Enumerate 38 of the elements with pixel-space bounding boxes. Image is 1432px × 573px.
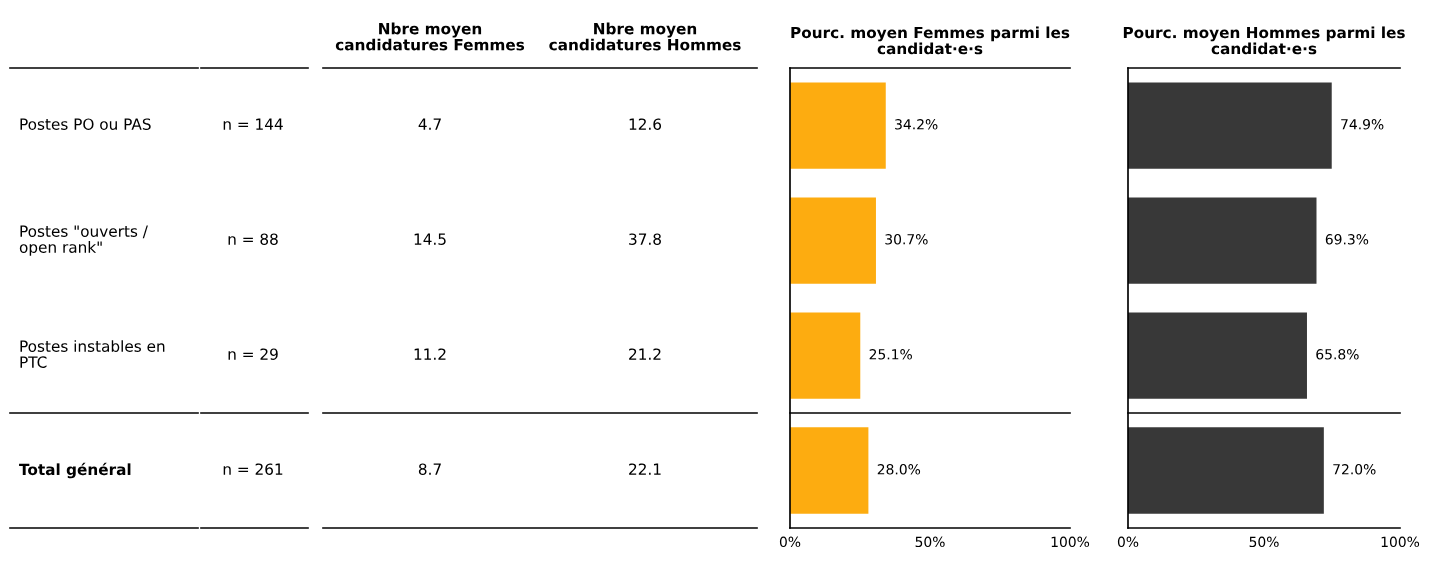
data-label: 65.8% <box>1316 349 1359 360</box>
x-tick-label: 0% <box>1117 536 1139 548</box>
x-tick-label: 100% <box>1381 536 1420 548</box>
text: 11.2 <box>414 348 446 360</box>
data-label: 25.1% <box>869 349 912 360</box>
x-tick-label: 50% <box>1249 536 1279 548</box>
text: 37.8 <box>629 233 661 245</box>
text: 4.7 <box>418 118 441 130</box>
text: 8.7 <box>418 463 441 475</box>
chart-title: Pourc. moyen Femmes parmi les candidat·e·s <box>791 26 1070 55</box>
text: n = 88 <box>228 233 278 245</box>
data-label: 28.0% <box>877 464 921 475</box>
bar <box>1128 427 1324 514</box>
category-label: Total général <box>19 462 131 479</box>
category-label: Postes "ouverts / open rank" <box>19 225 148 256</box>
data-label: 30.7% <box>885 234 928 245</box>
x-tick-label: 50% <box>915 536 945 548</box>
bar <box>1128 82 1332 169</box>
data-label: 72.0% <box>1333 464 1376 475</box>
data-label: 69.3% <box>1325 234 1369 245</box>
text: 21.2 <box>629 348 661 360</box>
data-label: 34.2% <box>895 119 938 130</box>
text: n = 144 <box>223 118 283 130</box>
chart-title: Pourc. moyen Hommes parmi les candidat·e·s <box>1123 26 1405 55</box>
data-label: 74.9% <box>1341 119 1384 130</box>
text: 12.6 <box>629 118 662 130</box>
text: 22.1 <box>629 463 661 475</box>
category-label: Postes instables en PTC <box>20 340 165 368</box>
text: 14.5 <box>414 233 446 245</box>
bar <box>1128 197 1317 284</box>
x-tick-label: 100% <box>1051 536 1090 548</box>
text: n = 29 <box>228 348 278 360</box>
category-label: Postes PO ou PAS <box>20 118 151 130</box>
category-label: Nbre moyen candidatures Femmes <box>335 22 525 51</box>
category-label: Nbre moyen candidatures Hommes <box>549 22 741 51</box>
x-tick-label: 0% <box>779 536 801 548</box>
text: n = 261 <box>223 463 283 475</box>
bar <box>1128 312 1307 399</box>
